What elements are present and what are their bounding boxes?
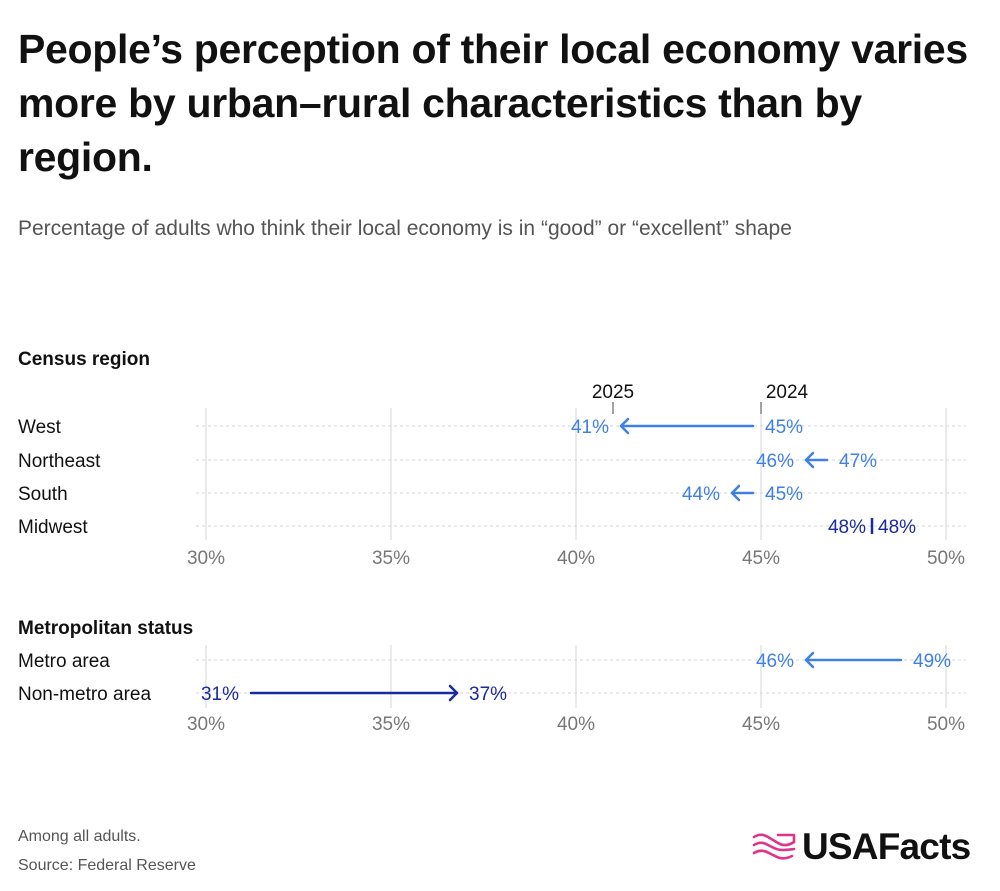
footnote-note: Among all adults. — [18, 828, 141, 845]
panel1-row-1-value-2024: 31% — [201, 684, 239, 705]
chart-subtitle: Percentage of adults who think their loc… — [18, 217, 792, 240]
panel0-tick-label-0: 30% — [187, 548, 225, 569]
footnote-source: Source: Federal Reserve — [18, 857, 196, 874]
panel0-row-0-value-2024: 45% — [765, 417, 803, 438]
usafacts-logo: USAFacts — [750, 826, 971, 868]
panel1-tick-label-1: 35% — [372, 714, 410, 735]
panel0-row-1-value-2024: 47% — [839, 451, 877, 472]
panel0-tick-label-1: 35% — [372, 548, 410, 569]
panel0-row-2-value-2025: 44% — [682, 484, 720, 505]
panel1-row-0-value-2024: 49% — [913, 651, 951, 672]
panel0-series-label-2025: 2025 — [592, 382, 634, 403]
panel1-tick-label-2: 40% — [557, 714, 595, 735]
panel0-row-2-value-2024: 45% — [765, 484, 803, 505]
panel0-row-1-arrowhead — [804, 451, 815, 469]
panel1-tick-label-3: 45% — [742, 714, 780, 735]
panel0-row-2-arrowhead — [730, 484, 741, 502]
panel0-tick-label-4: 50% — [927, 548, 965, 569]
panel0-row-3-label: Midwest — [18, 517, 88, 538]
panel1-row-1-value-2025: 37% — [469, 684, 507, 705]
footnote: Among all adults. Source: Federal Reserv… — [18, 822, 196, 880]
panel1-row-1-label: Non-metro area — [18, 684, 151, 705]
panel0-tick-label-3: 45% — [742, 548, 780, 569]
panel0-tick-label-2: 40% — [557, 548, 595, 569]
panel0-row-3-value-2025: 48% — [828, 517, 866, 538]
panel1-title: Metropolitan status — [18, 618, 193, 639]
panel1-row-1-arrowhead — [448, 684, 459, 702]
panel0-row-1-label: Northeast — [18, 451, 101, 472]
panel0-row-1-value-2025: 46% — [756, 451, 794, 472]
panel0-row-0-value-2025: 41% — [571, 417, 609, 438]
panel1-row-0-arrowhead — [804, 651, 815, 669]
panel0-series-label-2024: 2024 — [766, 382, 809, 403]
panel1-row-0-value-2025: 46% — [756, 651, 794, 672]
panel0-row-2-label: South — [18, 484, 68, 505]
panel1-tick-label-4: 50% — [927, 714, 965, 735]
panel0-title: Census region — [18, 349, 150, 370]
panel0-row-0-label: West — [18, 417, 62, 438]
panel1-tick-label-0: 30% — [187, 714, 225, 735]
panel0-row-3-value-2024: 48% — [878, 517, 916, 538]
usafacts-wordmark: USAFacts — [802, 826, 971, 867]
chart-title: People’s perception of their local econo… — [18, 26, 968, 180]
usafacts-flag-icon — [752, 833, 796, 860]
panel0-row-0-arrowhead — [619, 417, 630, 435]
panel1-row-0-label: Metro area — [18, 651, 110, 672]
